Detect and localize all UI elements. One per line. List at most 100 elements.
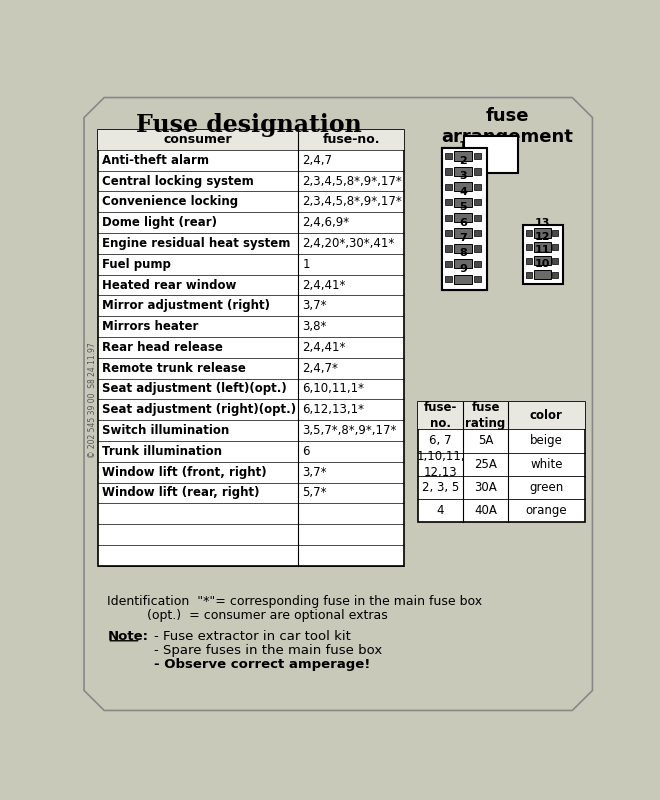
Text: 6: 6 <box>302 445 310 458</box>
Text: Heated rear window: Heated rear window <box>102 278 236 291</box>
Bar <box>453 151 473 161</box>
Bar <box>474 168 481 174</box>
Text: 2,4,7: 2,4,7 <box>302 154 333 166</box>
Bar <box>552 230 558 236</box>
Text: 6,12,13,1*: 6,12,13,1* <box>302 403 364 416</box>
Bar <box>98 130 404 566</box>
Bar <box>533 270 550 279</box>
Bar <box>98 130 404 150</box>
Text: 7: 7 <box>459 233 467 243</box>
Bar <box>474 199 481 206</box>
Text: 1,10,11,
12,13: 1,10,11, 12,13 <box>416 450 465 478</box>
Text: fuse-
no.: fuse- no. <box>424 401 457 430</box>
Text: Switch illumination: Switch illumination <box>102 424 229 437</box>
Bar <box>446 276 452 282</box>
Bar <box>474 230 481 236</box>
Bar <box>552 271 558 278</box>
Bar <box>533 256 550 266</box>
Bar <box>446 199 452 206</box>
Text: Identification  "*"= corresponding fuse in the main fuse box: Identification "*"= corresponding fuse i… <box>108 595 482 608</box>
Bar <box>446 168 452 174</box>
Bar <box>526 244 532 250</box>
Text: Mirror adjustment (right): Mirror adjustment (right) <box>102 299 270 312</box>
Text: fuse
arrangement: fuse arrangement <box>442 106 573 146</box>
Bar <box>474 261 481 267</box>
Text: Seat adjustment (left)(opt.): Seat adjustment (left)(opt.) <box>102 382 286 395</box>
Polygon shape <box>84 98 593 710</box>
Text: Rear head release: Rear head release <box>102 341 223 354</box>
Text: Engine residual heat system: Engine residual heat system <box>102 237 290 250</box>
Bar <box>418 402 585 430</box>
Text: 5A: 5A <box>478 434 493 447</box>
Text: © 202 545 39 00  S8 24.11.97: © 202 545 39 00 S8 24.11.97 <box>88 342 97 458</box>
Text: 40A: 40A <box>474 504 497 517</box>
Text: Window lift (front, right): Window lift (front, right) <box>102 466 267 478</box>
Bar <box>446 214 452 221</box>
Bar <box>418 402 585 522</box>
Text: 25A: 25A <box>474 458 497 470</box>
Bar <box>453 198 473 207</box>
Text: 1: 1 <box>459 141 467 150</box>
Text: 2, 3, 5: 2, 3, 5 <box>422 481 459 494</box>
Text: 3,8*: 3,8* <box>302 320 327 333</box>
Text: 3: 3 <box>459 171 467 182</box>
Text: (opt.)  = consumer are optional extras: (opt.) = consumer are optional extras <box>108 609 388 622</box>
Text: Anti-theft alarm: Anti-theft alarm <box>102 154 209 166</box>
Bar <box>526 230 532 236</box>
Bar <box>453 182 473 191</box>
Text: 2,4,20*,30*,41*: 2,4,20*,30*,41* <box>302 237 395 250</box>
Bar <box>446 153 452 159</box>
Bar <box>446 246 452 251</box>
Text: 3,7*: 3,7* <box>302 299 327 312</box>
Bar <box>533 229 550 238</box>
Text: 5: 5 <box>459 202 467 212</box>
Text: 9: 9 <box>459 264 467 274</box>
Text: - Spare fuses in the main fuse box: - Spare fuses in the main fuse box <box>154 644 382 658</box>
Text: 6: 6 <box>459 218 467 228</box>
Text: 11: 11 <box>535 246 550 255</box>
Bar <box>446 261 452 267</box>
Text: fuse-no.: fuse-no. <box>322 134 379 146</box>
Text: Trunk illumination: Trunk illumination <box>102 445 222 458</box>
Polygon shape <box>442 136 518 290</box>
Text: 30A: 30A <box>474 481 497 494</box>
Text: - Observe correct amperage!: - Observe correct amperage! <box>154 658 370 671</box>
Text: 2,3,4,5,8*,9*,17*: 2,3,4,5,8*,9*,17* <box>302 195 403 208</box>
Bar <box>526 258 532 264</box>
Text: white: white <box>530 458 562 470</box>
Text: Window lift (rear, right): Window lift (rear, right) <box>102 486 259 499</box>
Text: 6,10,11,1*: 6,10,11,1* <box>302 382 364 395</box>
Text: Fuel pump: Fuel pump <box>102 258 171 270</box>
Text: consumer: consumer <box>164 134 232 146</box>
Bar <box>453 274 473 284</box>
Text: Dome light (rear): Dome light (rear) <box>102 216 217 229</box>
Text: 2,4,6,9*: 2,4,6,9* <box>302 216 350 229</box>
Text: 3,5,7*,8*,9*,17*: 3,5,7*,8*,9*,17* <box>302 424 397 437</box>
Text: 2,4,7*: 2,4,7* <box>302 362 339 374</box>
Text: 2,3,4,5,8*,9*,17*: 2,3,4,5,8*,9*,17* <box>302 174 403 187</box>
Bar <box>453 259 473 269</box>
Text: 13: 13 <box>535 218 550 228</box>
Bar <box>453 244 473 253</box>
Text: 2,4,41*: 2,4,41* <box>302 278 346 291</box>
Bar <box>533 242 550 251</box>
Text: orange: orange <box>525 504 567 517</box>
Text: 12: 12 <box>535 231 550 242</box>
Text: 5,7*: 5,7* <box>302 486 327 499</box>
Text: Seat adjustment (right)(opt.): Seat adjustment (right)(opt.) <box>102 403 296 416</box>
Text: - Fuse extractor in car tool kit: - Fuse extractor in car tool kit <box>154 630 350 643</box>
Text: Mirrors heater: Mirrors heater <box>102 320 198 333</box>
Text: Fuse designation: Fuse designation <box>136 113 362 137</box>
Bar <box>446 184 452 190</box>
Text: 4: 4 <box>437 504 444 517</box>
Bar <box>474 184 481 190</box>
Text: fuse
rating: fuse rating <box>465 401 506 430</box>
Text: Convenience locking: Convenience locking <box>102 195 238 208</box>
Text: 1: 1 <box>302 258 310 270</box>
Text: 6, 7: 6, 7 <box>429 434 452 447</box>
Bar <box>453 167 473 176</box>
Text: 4: 4 <box>459 187 467 197</box>
Bar <box>523 226 563 284</box>
Bar <box>446 230 452 236</box>
Bar <box>474 276 481 282</box>
